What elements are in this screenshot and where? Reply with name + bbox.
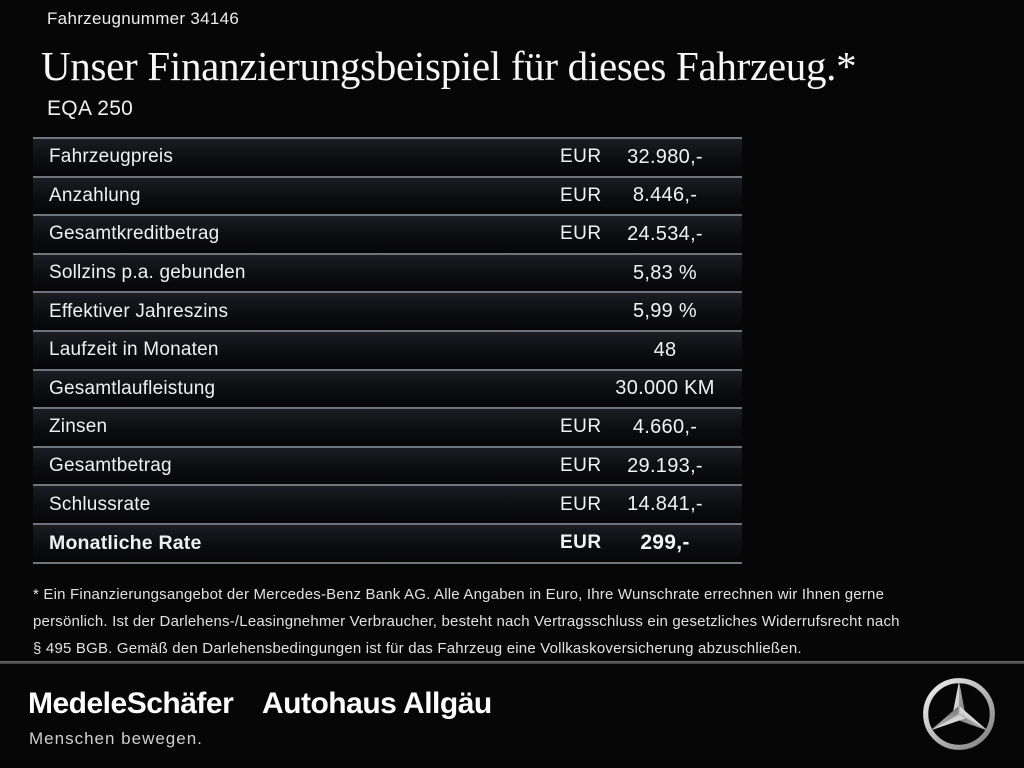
row-label: Fahrzeugpreis: [49, 146, 174, 168]
row-value: 30.000 KM: [615, 377, 715, 400]
row-value: 24.534,-: [627, 222, 703, 245]
currency-label: EUR: [560, 146, 602, 168]
row-label: Sollzins p.a. gebunden: [49, 262, 246, 284]
table-row: Schlussrate EUR 14.841,-: [33, 484, 742, 523]
currency-label: EUR: [560, 493, 602, 515]
row-label: Monatliche Rate: [49, 531, 202, 554]
dealer-logo-autohaus-allgaeu: Autohaus Allgäu: [262, 687, 492, 720]
row-value-area: 48: [554, 339, 742, 362]
row-label: Gesamtkreditbetrag: [49, 223, 220, 245]
finance-table: Fahrzeugpreis EUR 32.980,- Anzahlung EUR…: [33, 137, 742, 564]
row-value: 5,99 %: [632, 300, 698, 323]
table-row: Zinsen EUR 4.660,-: [33, 407, 742, 446]
currency-label: EUR: [560, 416, 602, 438]
currency-label: EUR: [560, 455, 602, 477]
footnote-line: persönlich. Ist der Darlehens-/Leasingne…: [33, 613, 900, 630]
row-label: Schlussrate: [49, 493, 151, 515]
mercedes-star-icon: [923, 678, 995, 750]
row-value-area: EUR 8.446,-: [554, 184, 742, 207]
row-value: 48: [653, 338, 677, 361]
table-row: Fahrzeugpreis EUR 32.980,-: [33, 137, 742, 176]
currency-label: EUR: [560, 532, 602, 554]
row-value: 14.841,-: [627, 493, 703, 516]
row-value-area: EUR 24.534,-: [554, 223, 742, 246]
footnote-line: § 495 BGB. Gemäß den Darlehensbedingunge…: [33, 640, 802, 657]
row-value: 4.660,-: [632, 415, 698, 438]
row-value-area: EUR 14.841,-: [554, 493, 742, 516]
table-row: Effektiver Jahreszins 5,99 %: [33, 291, 742, 330]
table-row: Monatliche Rate EUR 299,-: [33, 522, 742, 562]
row-label: Effektiver Jahreszins: [49, 300, 229, 322]
row-value: 299,-: [640, 531, 690, 555]
table-row: Sollzins p.a. gebunden 5,83 %: [33, 252, 742, 292]
row-label: Gesamtbetrag: [49, 455, 172, 477]
table-row: Gesamtlaufleistung 30.000 KM: [33, 368, 742, 408]
row-value-area: EUR 4.660,-: [554, 416, 742, 439]
row-value-area: EUR 29.193,-: [554, 455, 742, 478]
row-label: Anzahlung: [49, 184, 141, 206]
row-label: Zinsen: [49, 416, 108, 438]
row-value-area: 30.000 KM: [554, 377, 742, 400]
row-value: 32.980,-: [627, 145, 703, 168]
table-row: Laufzeit in Monaten 48: [33, 329, 742, 369]
row-value: 5,83 %: [632, 261, 698, 284]
row-value-area: 5,99 %: [554, 300, 742, 323]
currency-label: EUR: [560, 184, 602, 206]
row-label: Laufzeit in Monaten: [49, 339, 219, 361]
table-row: Anzahlung EUR 8.446,-: [33, 175, 742, 215]
vehicle-model: EQA 250: [47, 97, 134, 120]
row-label: Gesamtlaufleistung: [49, 377, 216, 399]
row-value: 29.193,-: [627, 454, 703, 477]
vehicle-number: Fahrzeugnummer 34146: [47, 9, 240, 28]
dealer-tagline: Menschen bewegen.: [29, 729, 203, 748]
dealer-logo-medele-schaefer: MedeleSchäfer: [28, 687, 234, 720]
row-value-area: EUR 299,-: [554, 531, 742, 555]
table-row: Gesamtbetrag EUR 29.193,-: [33, 445, 742, 485]
row-value-area: EUR 32.980,-: [554, 146, 742, 169]
row-value: 8.446,-: [632, 184, 698, 207]
page-title: Unser Finanzierungsbeispiel für dieses F…: [41, 43, 857, 89]
footnote-line: * Ein Finanzierungsangebot der Mercedes-…: [33, 586, 885, 603]
currency-label: EUR: [560, 223, 602, 245]
footer-divider: [0, 661, 1024, 664]
footnote: * Ein Finanzierungsangebot der Mercedes-…: [33, 581, 993, 662]
table-row: Gesamtkreditbetrag EUR 24.534,-: [33, 214, 742, 253]
row-value-area: 5,83 %: [554, 262, 742, 285]
